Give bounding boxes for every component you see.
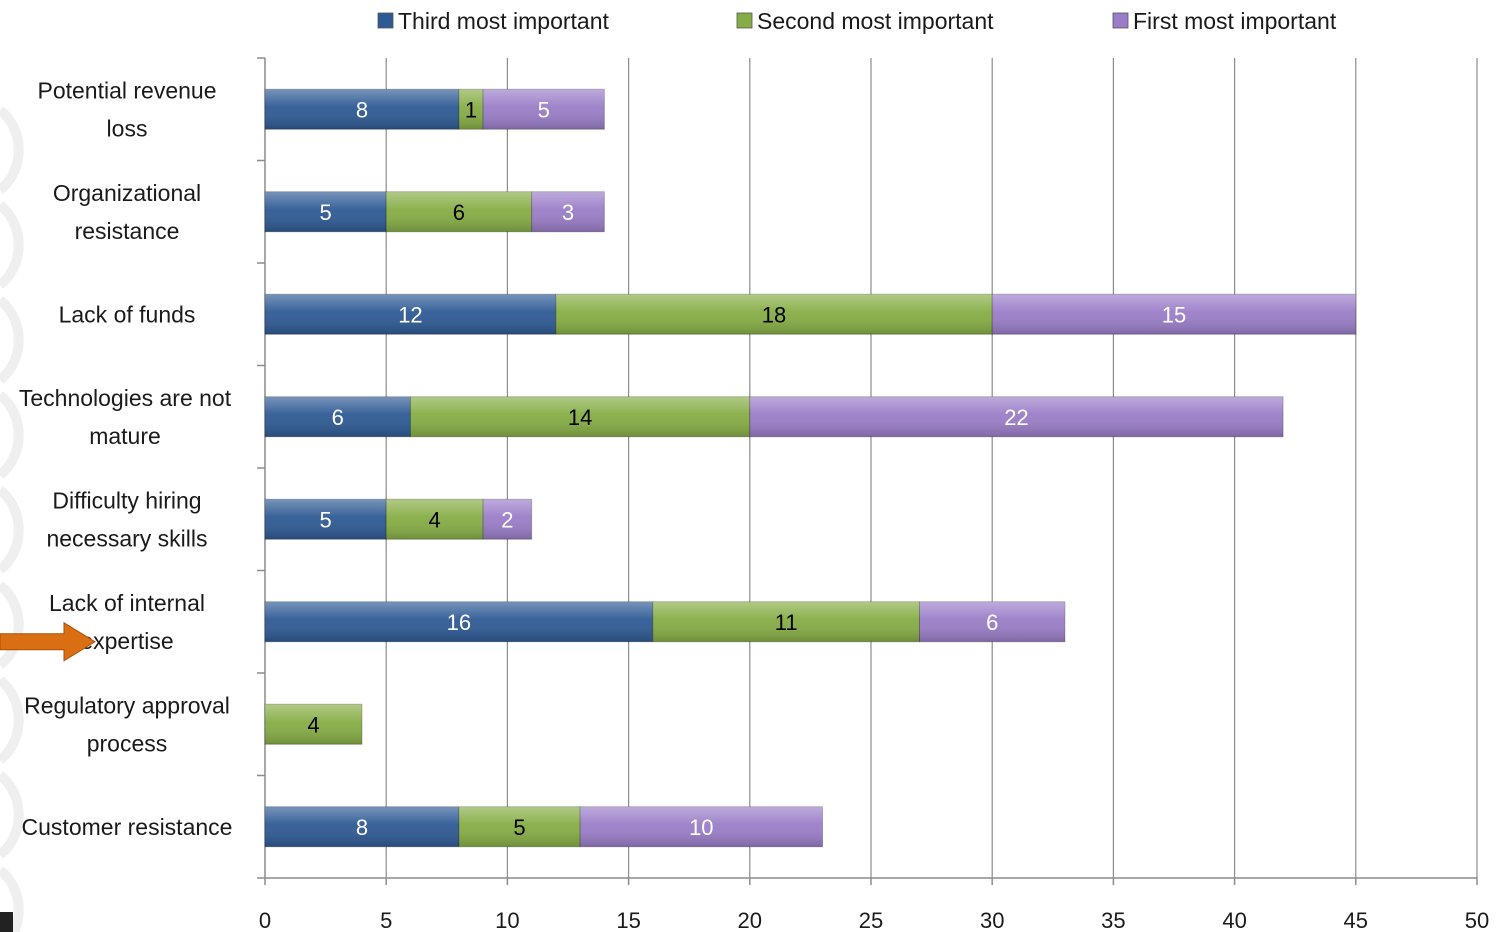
watermark-stroke [0, 201, 24, 289]
watermark-stroke [0, 581, 24, 669]
legend-swatch [377, 12, 394, 29]
bar-segment-shading [386, 499, 484, 540]
data-label: 5 [319, 200, 331, 225]
category-labels: Potential revenue loss Organizational resis… [19, 77, 233, 840]
data-label: 12 [398, 302, 422, 327]
category-label: Difficulty hiring [52, 487, 201, 513]
category-label: Lack of funds [59, 301, 196, 327]
x-tick-label: 50 [1465, 908, 1489, 932]
data-label: 8 [356, 97, 368, 122]
data-label: 3 [562, 200, 574, 225]
x-tick-labels: 0 5 10 15 20 25 30 35 40 45 50 [259, 908, 1489, 932]
x-tick-label: 15 [616, 908, 640, 932]
data-label: 1 [465, 97, 477, 122]
bar-segment-shading [652, 601, 920, 642]
legend: Third most important Second most importan… [377, 8, 1337, 34]
x-tick-label: 5 [380, 908, 392, 932]
category-label: mature [89, 423, 161, 449]
data-label: 14 [568, 405, 592, 430]
corner-mark [0, 912, 13, 932]
x-tick-label: 20 [738, 908, 762, 932]
category-label: process [87, 730, 168, 756]
category-label: resistance [75, 218, 180, 244]
data-label: 10 [689, 815, 713, 840]
bar-segment-shading [265, 806, 459, 847]
watermark-stroke [0, 676, 24, 764]
x-tick-label: 0 [259, 908, 271, 932]
legend-label: Second most important [757, 8, 994, 34]
data-label: 5 [513, 815, 525, 840]
data-label: 22 [1004, 405, 1028, 430]
category-label: Lack of internal [49, 590, 205, 616]
bar-segment-shading [265, 294, 556, 335]
data-label: 11 [775, 610, 798, 635]
bar-segment-shading [992, 294, 1356, 335]
watermark-stroke [0, 391, 24, 479]
data-label: 6 [332, 405, 344, 430]
x-tick-label: 10 [495, 908, 519, 932]
bar-segment-shading [265, 396, 411, 437]
category-label: expertise [80, 628, 173, 654]
x-tick-label: 40 [1222, 908, 1246, 932]
bars: 8 1 55 6 312 18 156 14 225 4 216 11 648 5 10 [264, 88, 1357, 848]
bar-segment-shading [410, 396, 750, 437]
data-label: 18 [762, 302, 786, 327]
watermark-stroke [0, 486, 24, 574]
data-label: 5 [319, 507, 331, 532]
highlight-arrow-icon [0, 621, 96, 932]
x-tick-label: 45 [1344, 908, 1368, 932]
x-tick-label: 35 [1101, 908, 1125, 932]
watermark-stroke [0, 296, 24, 384]
x-tick-label: 25 [859, 908, 883, 932]
bar-segment-shading [580, 806, 823, 847]
category-label: Regulatory approval [24, 692, 230, 718]
category-label: Organizational [53, 180, 201, 206]
x-tick-label: 30 [980, 908, 1004, 932]
axes [257, 57, 1478, 885]
bar-segment-shading [265, 601, 653, 642]
data-label: 4 [429, 507, 441, 532]
data-label: 6 [986, 610, 998, 635]
category-label: Customer resistance [22, 814, 233, 840]
data-label: 2 [501, 507, 513, 532]
bar-segment-shading [483, 89, 605, 130]
category-label: Potential revenue [37, 77, 216, 103]
data-label: 4 [307, 712, 319, 737]
watermark-stroke [0, 771, 24, 859]
bar-segment-shading [483, 499, 532, 540]
data-label: 16 [447, 610, 471, 635]
legend-swatch [1112, 12, 1129, 29]
bar-segment-shading [749, 396, 1284, 437]
bar-segment-shading [458, 806, 581, 847]
vertical-gridlines [385, 58, 1478, 878]
background-watermark [0, 106, 24, 932]
bar-segment-shading [919, 601, 1065, 642]
legend-label: Third most important [398, 8, 610, 34]
category-label: necessary skills [46, 525, 207, 551]
data-label: 15 [1162, 302, 1186, 327]
bar-segment-shading [531, 191, 605, 232]
legend-swatch [736, 12, 753, 29]
watermark-stroke [0, 106, 24, 194]
bar-segment-shading [265, 89, 459, 130]
bar-segment-shading [265, 191, 387, 232]
category-label: loss [107, 115, 148, 141]
bar-segment-shading [265, 499, 387, 540]
bar-segment-shading [458, 89, 484, 130]
arrow-shape [0, 621, 96, 662]
bar-segment-shading [386, 191, 532, 232]
category-label: Technologies are not [19, 385, 232, 411]
bar-segment-shading [555, 294, 993, 335]
legend-label: First most important [1133, 8, 1337, 34]
data-label: 5 [538, 97, 550, 122]
data-label: 8 [356, 815, 368, 840]
data-label: 6 [453, 200, 465, 225]
watermark-stroke [0, 866, 24, 932]
bar-segment-shading [265, 704, 362, 745]
